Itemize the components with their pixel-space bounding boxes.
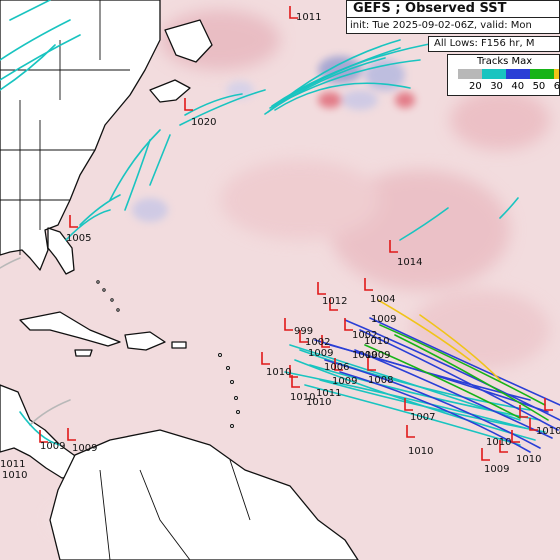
south-america bbox=[49, 429, 359, 560]
tracks-mdr-strongest bbox=[377, 299, 501, 381]
pressure-label: 1010 bbox=[2, 470, 27, 481]
tracks-legend: Tracks Max 20 30 40 50 6 bbox=[447, 54, 560, 96]
pressure-label: 1011 bbox=[0, 459, 25, 470]
pressure-label: 1009 bbox=[352, 350, 377, 361]
pressure-label: 1010 bbox=[486, 437, 511, 448]
ensemble-tracks bbox=[0, 0, 560, 453]
pressure-label: 1002 bbox=[305, 337, 330, 348]
legend-ticks: 20 30 40 50 6 bbox=[469, 81, 560, 93]
low-markers bbox=[39, 6, 553, 461]
pressure-label: 1009 bbox=[365, 350, 390, 361]
puerto-rico bbox=[171, 341, 187, 349]
legend-tick: 6 bbox=[553, 81, 560, 92]
pressure-label: 1009 bbox=[72, 443, 97, 454]
pressure-label: 1002 bbox=[352, 330, 377, 341]
legend-tick: 30 bbox=[490, 81, 503, 92]
pressure-label: 1010 bbox=[536, 426, 560, 437]
legend-tick: 50 bbox=[532, 81, 546, 92]
legend-tick: 20 bbox=[469, 81, 482, 92]
pressure-label: 1010 bbox=[266, 367, 291, 378]
pressure-label: 1011 bbox=[316, 388, 341, 399]
lows-line: All Lows: F156 hr, M bbox=[428, 36, 560, 52]
legend-swatch bbox=[458, 69, 482, 79]
pressure-label: 1010 bbox=[364, 336, 389, 347]
jamaica bbox=[74, 349, 93, 357]
pressure-label: 1005 bbox=[66, 233, 91, 244]
pressure-label: 1006 bbox=[324, 362, 349, 373]
tracks-northwest bbox=[0, 0, 81, 91]
florida bbox=[47, 227, 75, 275]
land-borders bbox=[0, 0, 251, 560]
tracks-gulf bbox=[0, 257, 71, 426]
pressure-label: 1009 bbox=[40, 441, 65, 452]
tracks-mdr-strong bbox=[364, 324, 549, 421]
pressure-labels: 1011 1020 1005 1014 1012 1004 1009 999 1… bbox=[0, 12, 560, 481]
land bbox=[0, 0, 359, 560]
pressure-label: 999 bbox=[294, 326, 313, 337]
pressure-label: 1010 bbox=[408, 446, 433, 457]
newfoundland bbox=[164, 19, 213, 63]
legend-color-bar bbox=[458, 69, 559, 79]
legend-swatch bbox=[554, 69, 559, 79]
pressure-label: 1009 bbox=[308, 348, 333, 359]
pressure-label: 1014 bbox=[397, 257, 422, 268]
nova-scotia bbox=[149, 79, 191, 103]
lesser-antilles bbox=[96, 280, 240, 428]
hispaniola bbox=[124, 331, 166, 351]
legend-swatch bbox=[506, 69, 530, 79]
pressure-label: 1011 bbox=[296, 12, 321, 23]
pressure-label: 1012 bbox=[322, 296, 347, 307]
pressure-label: 1009 bbox=[371, 314, 396, 325]
pressure-label: 1009 bbox=[332, 376, 357, 387]
pressure-label: 1010 bbox=[516, 454, 541, 465]
legend-title: Tracks Max bbox=[477, 56, 533, 67]
cuba bbox=[19, 311, 121, 347]
pressure-label: 1009 bbox=[484, 464, 509, 475]
legend-swatch bbox=[482, 69, 506, 79]
init-valid-line: init: Tue 2025-09-02-06Z, valid: Mon bbox=[346, 17, 560, 34]
pressure-label: 1007 bbox=[410, 412, 435, 423]
pressure-label: 1020 bbox=[191, 117, 216, 128]
legend-swatch bbox=[530, 69, 554, 79]
pressure-label: 1010 bbox=[290, 392, 315, 403]
pressure-label: 1004 bbox=[370, 294, 395, 305]
map-title: GEFS ; Observed SST bbox=[346, 0, 560, 18]
pressure-label: 1008 bbox=[368, 375, 393, 386]
legend-tick: 40 bbox=[511, 81, 525, 92]
tracks-northeast bbox=[65, 39, 519, 241]
pressure-label: 1010 bbox=[306, 397, 331, 408]
